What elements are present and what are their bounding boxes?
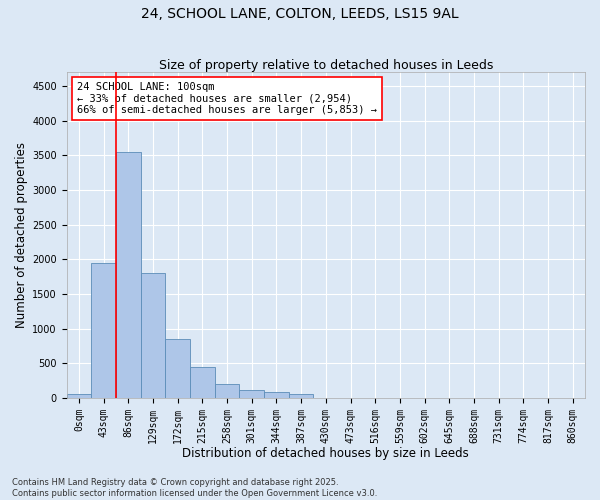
Title: Size of property relative to detached houses in Leeds: Size of property relative to detached ho…	[158, 59, 493, 72]
Bar	[190, 366, 215, 398]
Bar	[289, 394, 313, 398]
Text: Contains HM Land Registry data © Crown copyright and database right 2025.
Contai: Contains HM Land Registry data © Crown c…	[12, 478, 377, 498]
Y-axis label: Number of detached properties: Number of detached properties	[15, 142, 28, 328]
Bar	[166, 339, 190, 398]
Bar	[116, 152, 140, 398]
Text: 24 SCHOOL LANE: 100sqm
← 33% of detached houses are smaller (2,954)
66% of semi-: 24 SCHOOL LANE: 100sqm ← 33% of detached…	[77, 82, 377, 115]
X-axis label: Distribution of detached houses by size in Leeds: Distribution of detached houses by size …	[182, 447, 469, 460]
Bar	[239, 390, 264, 398]
Text: 24, SCHOOL LANE, COLTON, LEEDS, LS15 9AL: 24, SCHOOL LANE, COLTON, LEEDS, LS15 9AL	[141, 8, 459, 22]
Bar	[91, 262, 116, 398]
Bar	[140, 273, 166, 398]
Bar	[67, 394, 91, 398]
Bar	[215, 384, 239, 398]
Bar	[264, 392, 289, 398]
